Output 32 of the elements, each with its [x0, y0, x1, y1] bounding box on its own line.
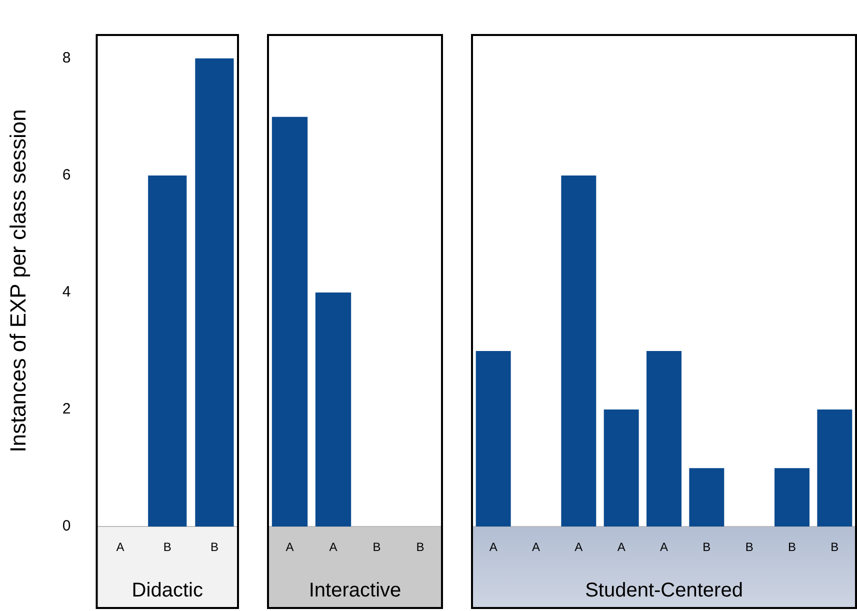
- x-tick-label: A: [617, 540, 626, 554]
- x-axis-title: Interactive: [308, 580, 402, 602]
- x-tick-label: B: [745, 540, 754, 554]
- x-axis-title: Didactic: [132, 580, 203, 602]
- x-tick-label: B: [163, 540, 172, 554]
- y-tick-label: 0: [62, 518, 71, 535]
- bar: [476, 351, 511, 527]
- bar: [774, 468, 810, 527]
- x-tick-label: A: [660, 540, 668, 554]
- x-tick-label: B: [788, 540, 796, 554]
- y-tick-label: 4: [62, 284, 71, 301]
- x-tick-label: B: [416, 540, 424, 554]
- bar: [646, 351, 682, 527]
- bar: [604, 410, 639, 527]
- x-tick-label: B: [830, 540, 839, 554]
- bar: [817, 410, 852, 527]
- x-axis-title: Student-Centered: [585, 580, 743, 602]
- y-tick-label: 6: [62, 166, 71, 184]
- y-tick-label: 8: [62, 50, 71, 67]
- y-axis-title: Instances of EXP per class session: [5, 109, 30, 452]
- x-tick-label: B: [210, 540, 218, 554]
- x-tick-label: A: [532, 540, 540, 554]
- x-tick-label: A: [329, 540, 338, 554]
- bar: [561, 175, 596, 527]
- x-tick-label: A: [286, 540, 294, 554]
- y-tick-label: 2: [62, 400, 71, 418]
- bar: [689, 468, 724, 527]
- x-tick-label: A: [489, 540, 498, 554]
- x-tick-label: A: [574, 540, 583, 554]
- x-tick-label: B: [372, 540, 381, 554]
- x-tick-label: A: [116, 540, 124, 554]
- x-tick-label: B: [702, 540, 711, 554]
